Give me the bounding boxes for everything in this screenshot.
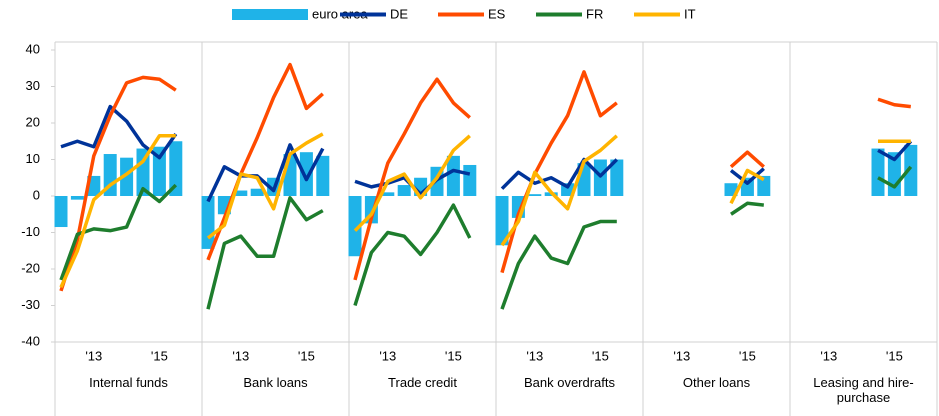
- y-tick-label: 40: [26, 41, 40, 56]
- y-tick-label: -20: [21, 260, 40, 275]
- bar: [528, 194, 542, 196]
- y-tick-label: -40: [21, 333, 40, 348]
- line-series: [500, 134, 618, 247]
- bar: [201, 196, 215, 249]
- panel-title: Bank loans: [243, 375, 308, 390]
- legend-label: ES: [488, 6, 506, 21]
- x-tick-label: '15: [592, 348, 609, 363]
- bar: [103, 154, 117, 196]
- x-tick-label: '15: [886, 348, 903, 363]
- line-series: [59, 134, 176, 288]
- bar: [610, 159, 624, 196]
- panel-title: Internal funds: [89, 375, 168, 390]
- y-tick-label: -30: [21, 297, 40, 312]
- bar: [871, 148, 885, 196]
- y-tick-label: 10: [26, 151, 40, 166]
- y-tick-label: 0: [33, 187, 40, 202]
- bar: [136, 148, 150, 196]
- legend-swatch: [232, 9, 308, 20]
- panel-title: Leasing and hire-purchase: [813, 375, 914, 405]
- y-tick-label: -10: [21, 224, 40, 239]
- line-series: [353, 134, 471, 232]
- bar: [495, 196, 509, 246]
- x-tick-label: '13: [820, 348, 837, 363]
- line-series: [729, 167, 765, 185]
- bar: [446, 155, 460, 196]
- bar: [120, 157, 134, 196]
- line-series: [500, 219, 617, 310]
- legend-label: IT: [684, 6, 696, 21]
- line-series: [729, 168, 765, 205]
- line-series: [730, 201, 764, 216]
- bar: [234, 190, 248, 196]
- line-series: [59, 183, 178, 281]
- panel-title: Bank overdrafts: [523, 375, 616, 390]
- line-series: [206, 132, 324, 240]
- line-series: [500, 70, 618, 274]
- panel-title: Other loans: [682, 375, 751, 390]
- line-series: [353, 203, 472, 307]
- bar: [70, 196, 84, 200]
- bar: [463, 164, 477, 196]
- line-series: [877, 97, 911, 109]
- x-tick-label: '13: [85, 348, 102, 363]
- line-series: [206, 62, 324, 261]
- line-series: [877, 165, 913, 189]
- line-series: [60, 104, 178, 160]
- bar: [348, 196, 362, 257]
- legend-label: DE: [390, 6, 408, 21]
- x-tick-label: '15: [445, 348, 462, 363]
- x-tick-label: '13: [673, 348, 690, 363]
- x-tick-label: '15: [151, 348, 168, 363]
- x-tick-label: '13: [379, 348, 396, 363]
- bar: [169, 141, 183, 196]
- bar: [54, 196, 68, 228]
- bar: [904, 144, 918, 196]
- bar: [152, 146, 166, 196]
- x-tick-label: '13: [526, 348, 543, 363]
- bar: [381, 192, 395, 196]
- bar: [316, 155, 330, 196]
- bar: [593, 159, 607, 196]
- line-series: [206, 143, 325, 203]
- bar: [724, 183, 738, 196]
- x-tick-label: '13: [232, 348, 249, 363]
- bar: [397, 185, 411, 196]
- y-tick-label: 30: [26, 78, 40, 93]
- bar: [250, 188, 264, 196]
- line-series: [500, 157, 619, 190]
- legend-label: FR: [586, 6, 603, 21]
- y-tick-label: 20: [26, 114, 40, 129]
- line-series: [877, 140, 913, 162]
- x-tick-label: '15: [739, 348, 756, 363]
- bar: [757, 175, 771, 196]
- x-tick-label: '15: [298, 348, 315, 363]
- line-series: [59, 75, 177, 292]
- line-series: [206, 196, 324, 310]
- bar: [299, 152, 313, 196]
- line-series: [729, 150, 765, 169]
- panel-title: Trade credit: [388, 375, 457, 390]
